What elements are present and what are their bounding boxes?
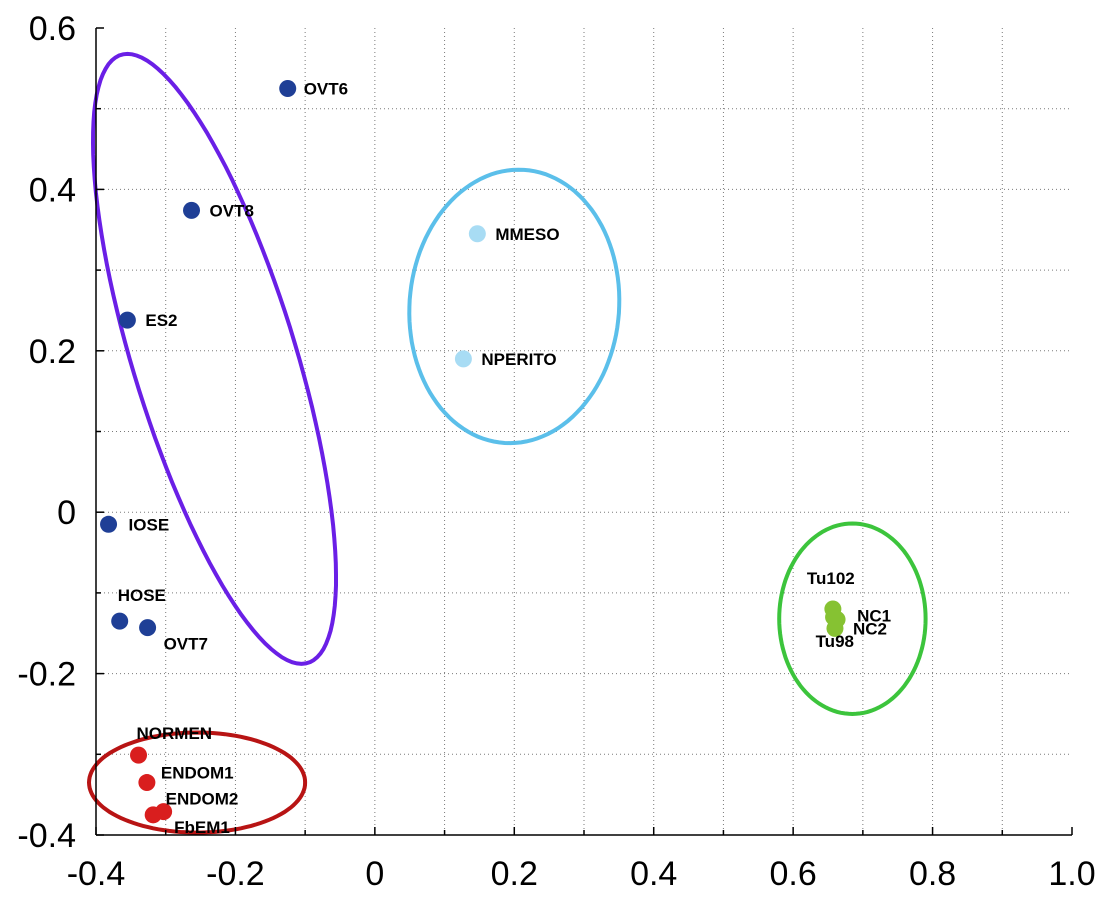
point-label: Tu98 (816, 632, 854, 651)
data-point (118, 311, 136, 329)
data-point (454, 350, 472, 368)
axes (95, 27, 1073, 836)
point-label: NORMEN (137, 724, 213, 743)
point-label: ENDOM1 (161, 764, 234, 783)
cluster-ellipses (86, 51, 928, 835)
y-tick-label: 0 (57, 494, 76, 532)
data-point (130, 746, 148, 764)
point-label: Tu102 (807, 569, 855, 588)
point-label: IOSE (129, 515, 170, 534)
point-label: HOSE (118, 586, 166, 605)
data-point (111, 612, 129, 630)
y-tick-label: 0.4 (29, 171, 76, 209)
data-point (825, 608, 843, 626)
x-tick-label: 1.0 (1048, 855, 1095, 893)
grid-lines (96, 28, 1072, 835)
point-label: MMESO (495, 225, 559, 244)
x-tick-label: 0.2 (491, 855, 538, 893)
data-point (139, 619, 157, 637)
cluster-ellipse (777, 521, 928, 717)
data-point (138, 774, 156, 792)
x-tick-label: 0 (365, 855, 384, 893)
data-points (100, 80, 846, 824)
x-tick-label: 0.8 (909, 855, 956, 893)
data-point (468, 225, 486, 243)
x-tick-label: -0.2 (206, 855, 265, 893)
point-label: ES2 (145, 311, 177, 330)
x-tick-label: -0.4 (67, 855, 126, 893)
y-tick-label: 0.6 (29, 10, 76, 48)
y-axis-tick-labels: -0.4 -0.2 0 0.2 0.4 0.6 (17, 10, 76, 855)
data-point (144, 806, 162, 824)
x-tick-label: 0.6 (770, 855, 817, 893)
data-point (100, 515, 118, 533)
data-point (183, 201, 201, 219)
x-axis-tick-labels: -0.4 -0.2 0 0.2 0.4 0.6 0.8 1.0 (67, 855, 1096, 893)
cluster-ellipse (407, 167, 622, 446)
cluster-ellipse (90, 51, 338, 666)
y-tick-label: 0.2 (29, 333, 76, 371)
point-label: NC2 (853, 619, 887, 638)
point-label: ENDOM2 (166, 790, 239, 809)
cluster-ellipse (86, 730, 308, 835)
x-tick-label: 0.4 (630, 855, 677, 893)
data-point (279, 80, 297, 98)
y-tick-label: -0.2 (17, 656, 76, 694)
point-labels: OVT6 OVT8 ES2 IOSE HOSE OVT7 MMESO NPERITO Tu102… (118, 80, 891, 837)
point-label: FbEM1 (174, 818, 230, 837)
point-label: OVT6 (304, 80, 348, 99)
point-label: NC1 (857, 607, 891, 626)
point-label: OVT8 (210, 201, 254, 220)
point-label: OVT7 (164, 635, 208, 654)
point-label: NPERITO (481, 350, 556, 369)
y-tick-label: -0.4 (17, 817, 76, 855)
